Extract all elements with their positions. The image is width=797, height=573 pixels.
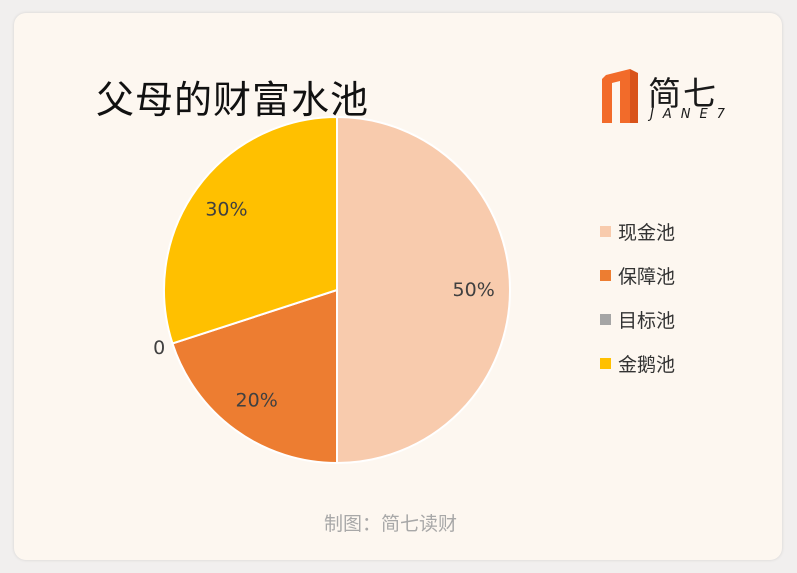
- legend-item: 金鹅池: [600, 352, 676, 376]
- legend-label: 金鹅池: [618, 353, 676, 376]
- legend-label: 现金池: [618, 221, 676, 244]
- legend-item: 现金池: [600, 220, 676, 244]
- pie-slice: [336, 115, 511, 465]
- brand-logo-mark: [602, 69, 638, 123]
- legend-item: 目标池: [600, 308, 676, 332]
- brand-logo: 简七 JANE7: [600, 65, 750, 135]
- pie-slice-label: 30%: [205, 199, 247, 221]
- pie-slice: [163, 115, 338, 345]
- pie-slice-label: 0: [153, 337, 165, 359]
- chart-legend: 现金池保障池目标池金鹅池: [600, 220, 675, 396]
- legend-swatch: [600, 269, 611, 281]
- pie-slice-label: 50%: [453, 279, 495, 301]
- legend-item: 保障池: [600, 264, 676, 288]
- brand-logo-en: JANE7: [650, 107, 734, 122]
- chart-title: 父母的财富水池: [96, 78, 370, 122]
- legend-label: 目标池: [618, 309, 676, 332]
- brand-logo-cn: 简七: [648, 74, 718, 113]
- chart-credit: 制图：简七读财: [324, 513, 458, 535]
- legend-swatch: [600, 313, 611, 325]
- legend-swatch: [600, 357, 611, 369]
- pie-slice: [171, 288, 338, 465]
- legend-label: 保障池: [618, 265, 676, 288]
- chart-card: 父母的财富水池 简七 JANE7 50% 20% 0 30% 现金池保障池目标池金鹅池…: [14, 13, 782, 560]
- pie-slice-label: 20%: [236, 390, 278, 412]
- legend-swatch: [600, 225, 611, 237]
- pie-chart: 50% 20% 0 30%: [153, 115, 511, 465]
